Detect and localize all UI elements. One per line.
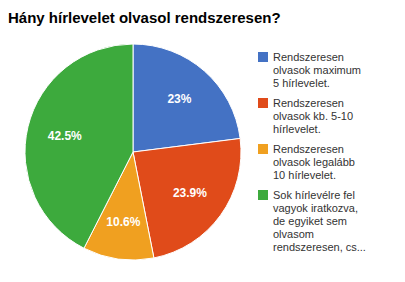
svg-text:23%: 23%	[167, 92, 191, 106]
html-text:Rendszeresen olvasok maximum 5: Rendszeresen olvasok maximum 5 hírlevele…	[273, 50, 361, 89]
svg-text:10.6%: 10.6%	[106, 215, 140, 229]
svg-text:23.9%: 23.9%	[173, 186, 207, 200]
html-text:Rendszeresen olvasok legalább: Rendszeresen olvasok legalább 10 hírleve…	[273, 142, 355, 181]
html-text:Rendszeresen olvasok kb. 5-10: Rendszeresen olvasok kb. 5-10 hírlevelet…	[273, 96, 354, 135]
html-text:Hány hírlevelet olvasol rendsz: Hány hírlevelet olvasol rendszeresen?	[8, 9, 281, 26]
svg-text:42.5%: 42.5%	[48, 129, 82, 143]
html-text:Sok hírlevélre fel vagyok irat: Sok hírlevélre fel vagyok iratkozva, de …	[273, 188, 366, 253]
